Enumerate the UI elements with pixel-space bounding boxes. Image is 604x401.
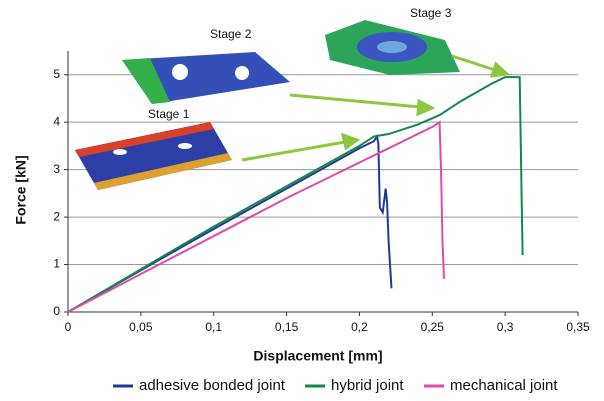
y-tick-label: 2	[53, 209, 60, 223]
stage-1-hole	[113, 149, 127, 155]
stage-1-hole	[178, 143, 192, 149]
x-axis-label: Displacement [mm]	[253, 348, 382, 364]
legend: adhesive bonded joint hybrid joint mechani…	[113, 377, 558, 394]
grid: 0 1 2 3 4 5 0 0,05 0,1 0,15 0,2 0,25 0,3 0,35	[53, 51, 590, 334]
x-tick-label: 0	[65, 320, 72, 334]
stage-3-core	[377, 41, 407, 53]
stage-1-plate	[75, 122, 232, 190]
x-tick-label: 0,25	[421, 320, 445, 334]
arrow-head	[343, 135, 357, 148]
x-tick-label: 0,2	[351, 320, 368, 334]
stage-2-hole	[172, 64, 188, 80]
arrow	[452, 56, 495, 70]
y-tick-label: 0	[53, 304, 60, 318]
y-tick-label: 1	[53, 257, 60, 271]
arrow	[290, 95, 420, 107]
x-tick-label: 0,05	[129, 320, 153, 334]
y-tick-label: 4	[53, 114, 60, 128]
x-tick-label: 0,15	[275, 320, 299, 334]
plot	[68, 77, 523, 312]
legend-label: adhesive bonded joint	[139, 377, 286, 394]
x-tick-label: 0,35	[566, 320, 590, 334]
x-tick-label: 0,1	[205, 320, 222, 334]
chart: 0 1 2 3 4 5 0 0,05 0,1 0,15 0,2 0,25 0,3 0,35 Stage 2…	[0, 0, 604, 401]
annotation: Stage 1	[148, 107, 190, 121]
stage-2-hole	[235, 66, 249, 80]
x-tick-label: 0,3	[497, 320, 514, 334]
insets: Stage 2 Stage 1 Stage 3	[75, 6, 507, 190]
y-tick-label: 3	[53, 162, 60, 176]
annotation: Stage 3	[410, 6, 452, 20]
arrow-head	[492, 64, 507, 76]
arrow	[242, 142, 345, 160]
arrow-head	[418, 101, 432, 114]
legend-label: hybrid joint	[331, 377, 404, 394]
arrows	[242, 56, 507, 160]
legend-label: mechanical joint	[450, 377, 558, 394]
annotation: Stage 2	[210, 27, 252, 41]
y-tick-label: 5	[53, 67, 60, 81]
y-axis-label: Force [kN]	[13, 155, 29, 224]
